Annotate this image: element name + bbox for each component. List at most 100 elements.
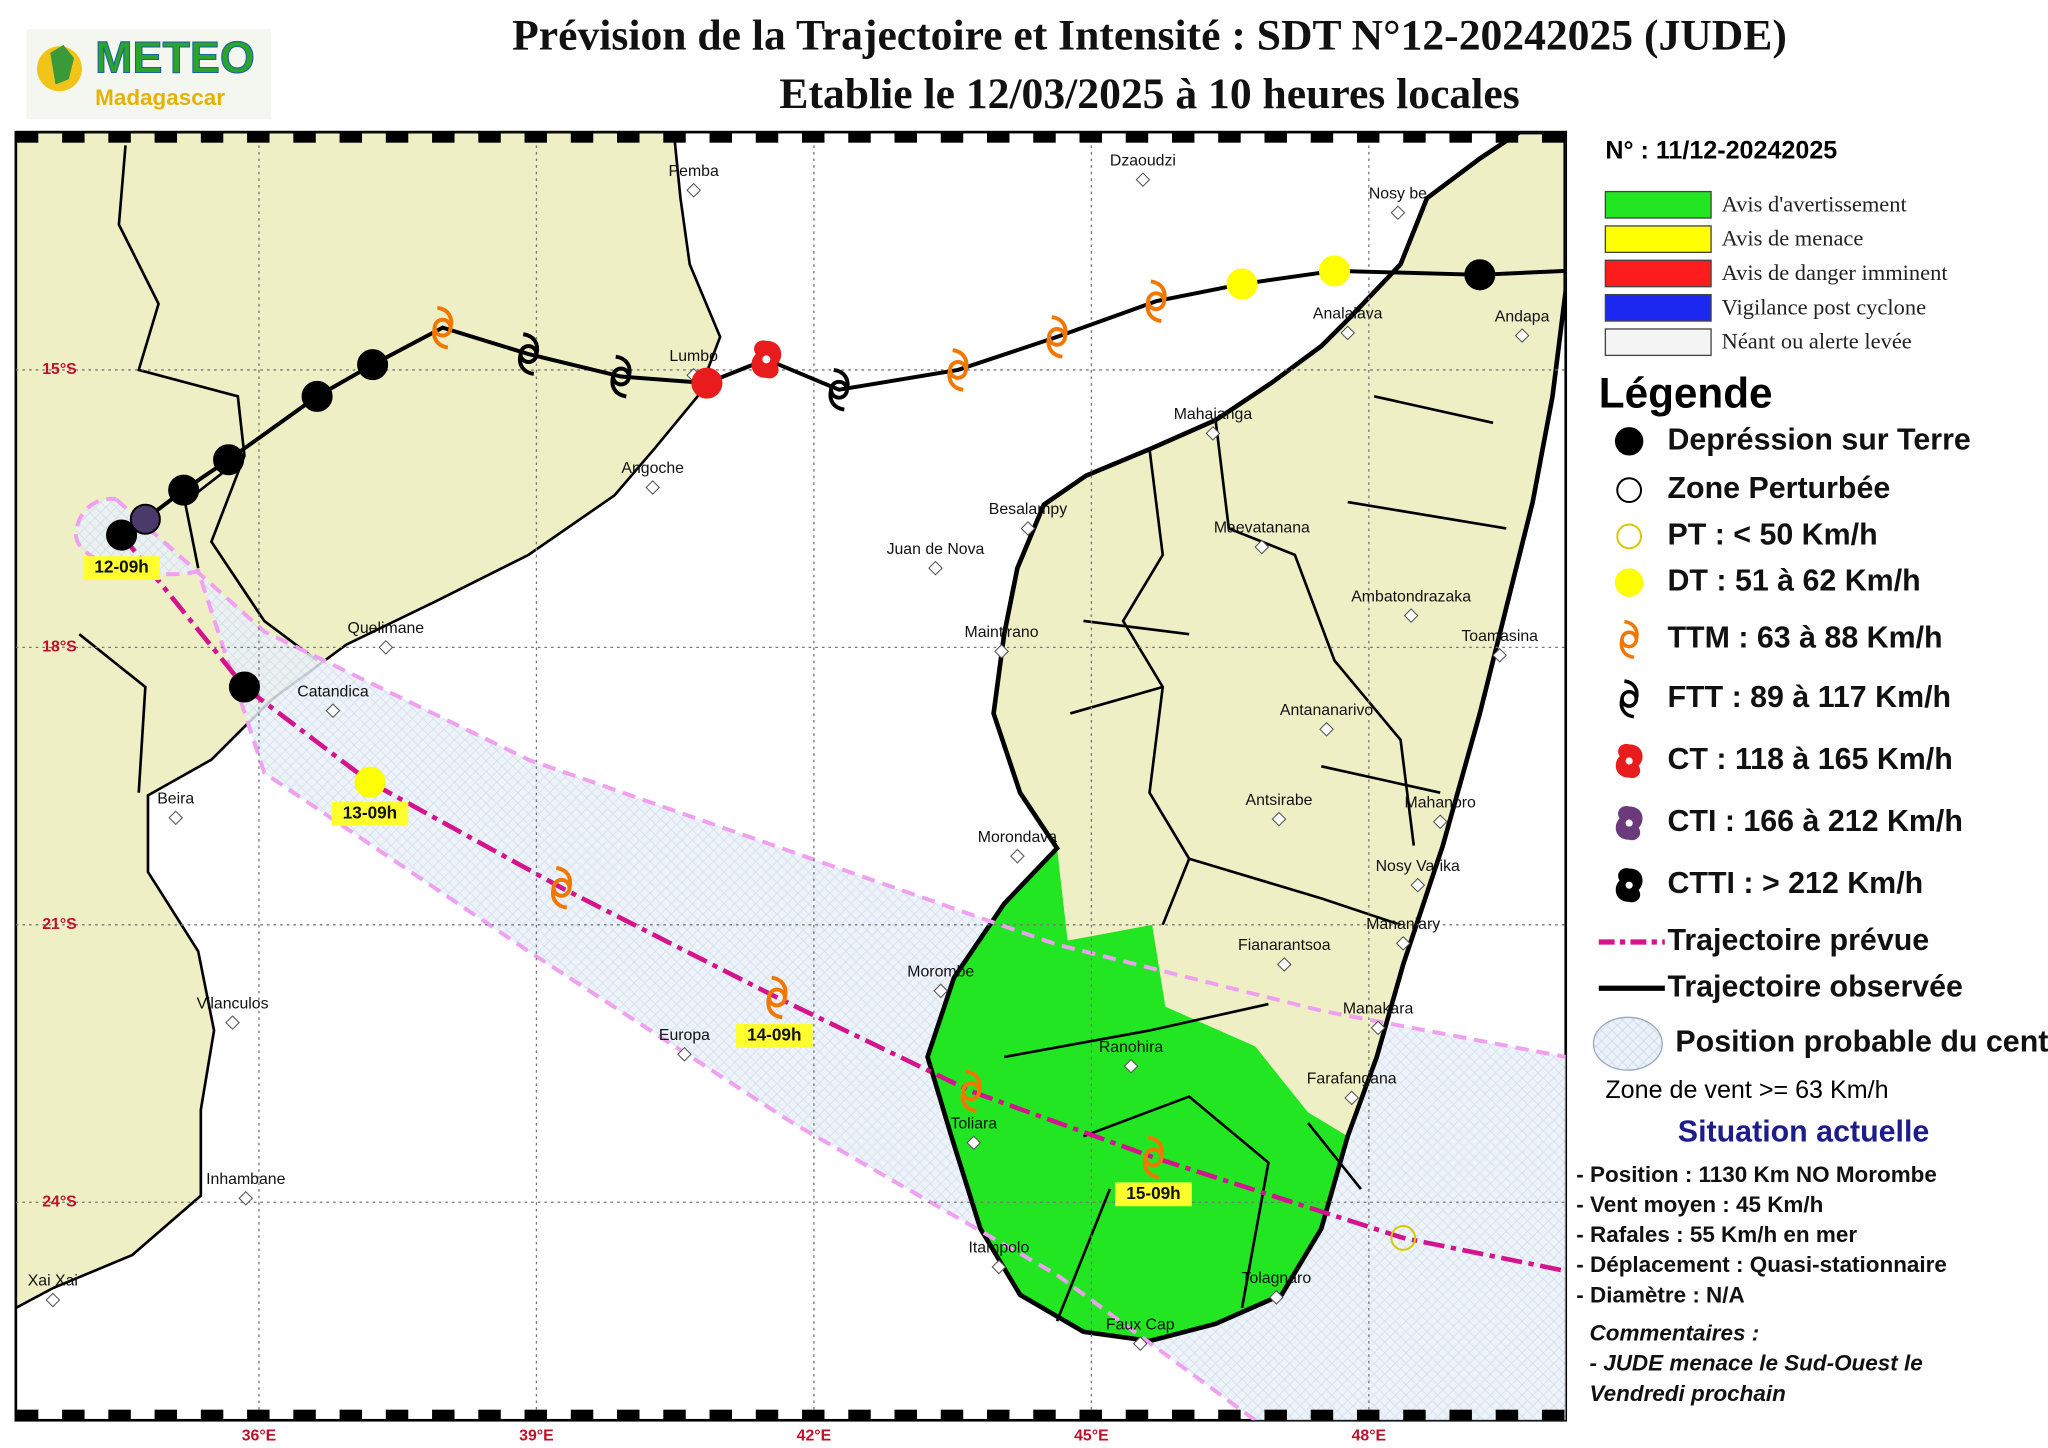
frame-tick bbox=[108, 132, 131, 143]
frame-tick bbox=[154, 132, 178, 143]
place-marker bbox=[928, 560, 943, 576]
legend-label: Trajectoire observée bbox=[1667, 969, 1962, 1003]
lon-label: 48°E bbox=[1352, 1427, 1387, 1444]
frame-tick bbox=[200, 132, 224, 143]
frame-tick bbox=[1310, 1409, 1334, 1421]
cyclone-arm bbox=[551, 887, 568, 910]
frame-tick bbox=[1449, 132, 1472, 143]
wind-zone: Zone de vent >= 63 Km/h bbox=[1605, 1076, 1888, 1104]
cyclone-eye bbox=[762, 355, 771, 364]
place-name: Beira bbox=[157, 790, 194, 807]
track-point bbox=[1614, 568, 1644, 597]
place-marker bbox=[1319, 721, 1334, 737]
legend-label: Depréssion sur Terre bbox=[1667, 422, 1970, 456]
situation-line: - Rafales : 55 Km/h en mer bbox=[1576, 1222, 1857, 1247]
place-marker bbox=[1020, 521, 1036, 536]
cyclone-arm bbox=[517, 353, 535, 376]
place-name: Besalampy bbox=[989, 501, 1067, 518]
frame-tick bbox=[385, 1409, 409, 1421]
situation-line: - Vent moyen : 45 Km/h bbox=[1576, 1192, 1823, 1217]
place-name: Maintirano bbox=[965, 624, 1039, 641]
situation-line: - Déplacement : Quasi-stationnaire bbox=[1576, 1252, 1947, 1277]
situation-title: Situation actuelle bbox=[1678, 1115, 1929, 1149]
place-marker bbox=[1276, 957, 1292, 972]
place-name: Pemba bbox=[669, 163, 719, 180]
place-name: Faux Cap bbox=[1106, 1316, 1175, 1333]
place-name: Tolagnaro bbox=[1242, 1270, 1312, 1287]
track-point bbox=[129, 503, 161, 535]
place-name: Antananarivo bbox=[1280, 702, 1374, 719]
frame-tick bbox=[339, 132, 363, 143]
lat-label: 18°S bbox=[42, 639, 77, 656]
legend-label: Zone Perturbée bbox=[1667, 471, 1890, 505]
cyclone-arm bbox=[947, 369, 964, 392]
map-area: Pemba Dzaoudzi Nosy be Lumbo Analalava Andapa… bbox=[15, 132, 1566, 1421]
zone-limit bbox=[114, 497, 1566, 1059]
frame-tick bbox=[1171, 132, 1195, 143]
cyclone-arm bbox=[1147, 1135, 1165, 1158]
place-name: Morombe bbox=[907, 964, 974, 981]
madagascar-coast bbox=[925, 132, 1566, 1344]
legend-label: PT : < 50 Km/h bbox=[1667, 517, 1877, 551]
place-marker bbox=[1370, 1020, 1386, 1036]
track-point bbox=[1616, 477, 1643, 504]
place-marker bbox=[1432, 814, 1448, 830]
track-point bbox=[301, 380, 333, 412]
frame-tick bbox=[385, 132, 409, 143]
place-name: Quelimane bbox=[348, 620, 425, 637]
cyclone-arm bbox=[1142, 1156, 1160, 1180]
cyclone-arm bbox=[1150, 279, 1167, 302]
cyclone-symbol bbox=[1615, 743, 1643, 779]
frame-tick bbox=[848, 1409, 871, 1421]
cyclone-arm bbox=[1619, 639, 1635, 660]
cyclone-symbol bbox=[1046, 315, 1068, 359]
frame-tick bbox=[524, 132, 548, 143]
track-point bbox=[228, 671, 260, 703]
place-marker bbox=[933, 983, 949, 999]
place-marker bbox=[1269, 1290, 1284, 1305]
legend-label: TTM : 63 à 88 Km/h bbox=[1667, 620, 1942, 654]
frame-tick bbox=[1125, 132, 1149, 143]
place-marker bbox=[1492, 647, 1508, 663]
cyclone-arm bbox=[615, 354, 632, 378]
place-name: Antsirabe bbox=[1246, 792, 1313, 809]
frame-tick bbox=[1356, 1409, 1380, 1421]
place-marker bbox=[991, 1259, 1007, 1275]
cyclone-symbol bbox=[1615, 805, 1643, 841]
frame-tick bbox=[1079, 1409, 1102, 1421]
alert-swatch bbox=[1604, 293, 1712, 322]
place-marker bbox=[1340, 325, 1356, 341]
time-label: 13-09h bbox=[343, 802, 397, 822]
frame-tick bbox=[200, 1409, 224, 1421]
cyclone-arm bbox=[1624, 619, 1639, 640]
frame-tick bbox=[1171, 1409, 1195, 1421]
place-name: Itampolo bbox=[969, 1240, 1030, 1257]
place-marker bbox=[1410, 877, 1426, 893]
cyclone-symbol bbox=[551, 866, 573, 910]
place-name: Mananjary bbox=[1366, 916, 1440, 933]
cyclone-symbol bbox=[610, 354, 632, 399]
place-name: Fianarantsoa bbox=[1238, 937, 1331, 954]
cyclone-arm bbox=[960, 1090, 977, 1114]
place-marker bbox=[1254, 539, 1270, 555]
logo: METEO Madagascar bbox=[26, 29, 271, 119]
comment-line: Vendredi prochain bbox=[1590, 1381, 1786, 1406]
lon-label: 39°E bbox=[519, 1427, 554, 1444]
place-marker bbox=[1344, 1090, 1360, 1106]
track-point bbox=[168, 474, 200, 506]
logo-island bbox=[50, 44, 74, 85]
track-point bbox=[691, 367, 723, 399]
place-name: Nosy Varika bbox=[1376, 858, 1460, 875]
frame-tick bbox=[1218, 1409, 1241, 1421]
frame-tick bbox=[894, 1409, 917, 1421]
place-name: Analalava bbox=[1313, 306, 1383, 323]
cyclone-symbol bbox=[828, 367, 850, 412]
place-marker bbox=[45, 1292, 61, 1308]
place-marker bbox=[1123, 1058, 1139, 1074]
alert-label: Avis de menace bbox=[1722, 226, 1864, 251]
place-marker bbox=[1403, 608, 1419, 624]
place-marker bbox=[168, 810, 184, 826]
legend-label: CTTI : > 212 Km/h bbox=[1667, 866, 1923, 900]
frame-tick bbox=[1356, 132, 1380, 143]
place-name: Dzaoudzi bbox=[1110, 152, 1176, 169]
